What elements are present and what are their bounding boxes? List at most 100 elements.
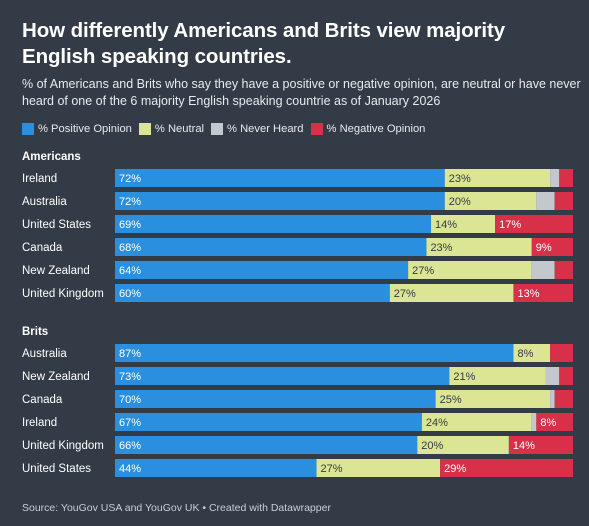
- legend-label-negative: % Negative Opinion: [326, 123, 426, 135]
- row-label-brits-canada: Canada: [22, 394, 63, 406]
- row-label-americans-new-zealand: New Zealand: [22, 265, 90, 277]
- bar-americans-united-kingdom-positive: [115, 284, 390, 302]
- chart-title: How differently Americans and Brits view…: [22, 19, 506, 68]
- data-label-americans-canada-neutral: 23%: [430, 242, 452, 254]
- bar-americans-australia-neutral: [444, 192, 537, 210]
- bar-brits-united-states-negative: [440, 459, 573, 477]
- data-label-americans-united-kingdom-positive: 60%: [119, 288, 141, 300]
- data-label-brits-ireland-positive: 67%: [119, 417, 141, 429]
- data-label-brits-united-kingdom-neutral: 20%: [421, 440, 443, 452]
- row-label-americans-canada: Canada: [22, 242, 63, 254]
- row-label-brits-australia: Australia: [22, 348, 67, 360]
- data-label-brits-australia-neutral: 8%: [517, 348, 533, 360]
- data-label-americans-canada-positive: 68%: [119, 242, 141, 254]
- bar-brits-australia-positive: [115, 344, 514, 362]
- bar-brits-canada-negative: [554, 390, 573, 408]
- data-label-brits-united-states-negative: 29%: [444, 463, 466, 475]
- source-note: Source: YouGov USA and YouGov UK • Creat…: [22, 502, 331, 514]
- row-label-brits-united-states: United States: [22, 463, 91, 475]
- bar-brits-canada-positive: [115, 390, 436, 408]
- data-label-americans-united-states-positive: 69%: [119, 219, 141, 231]
- bar-americans-united-states-positive: [115, 215, 432, 233]
- bar-americans-canada-neutral: [426, 238, 532, 256]
- legend-swatch-negative: [310, 123, 323, 135]
- bar-americans-ireland-negative: [559, 169, 573, 187]
- data-label-americans-australia-neutral: 20%: [449, 196, 471, 208]
- bar-americans-canada-positive: [115, 238, 427, 256]
- data-label-brits-canada-neutral: 25%: [440, 394, 462, 406]
- data-label-brits-united-states-positive: 44%: [119, 463, 141, 475]
- bar-brits-new-zealand-positive: [115, 367, 450, 385]
- row-label-americans-ireland: Ireland: [22, 173, 57, 185]
- bar-americans-ireland-never-heard: [550, 169, 560, 187]
- bar-brits-new-zealand-never-heard: [545, 367, 560, 385]
- data-label-americans-united-states-negative: 17%: [499, 219, 521, 231]
- data-label-americans-australia-positive: 72%: [119, 196, 141, 208]
- legend-label-never-heard: % Never Heard: [227, 123, 304, 135]
- row-label-brits-new-zealand: New Zealand: [22, 371, 90, 383]
- group-header-americans: Americans: [22, 151, 81, 163]
- bar-americans-new-zealand-neutral: [408, 261, 532, 279]
- data-label-americans-ireland-neutral: 23%: [449, 173, 471, 185]
- data-label-americans-canada-negative: 9%: [536, 242, 552, 254]
- bar-americans-australia-never-heard: [536, 192, 555, 210]
- bar-americans-new-zealand-positive: [115, 261, 409, 279]
- bar-americans-ireland-neutral: [444, 169, 551, 187]
- data-label-brits-ireland-negative: 8%: [540, 417, 556, 429]
- legend-item-never-heard: % Never Heard: [211, 123, 304, 135]
- bar-americans-australia-positive: [115, 192, 445, 210]
- bar-brits-australia-negative: [550, 344, 573, 362]
- bar-brits-new-zealand-negative: [559, 367, 573, 385]
- data-label-brits-ireland-neutral: 24%: [426, 417, 448, 429]
- bar-americans-ireland-positive: [115, 169, 445, 187]
- bar-americans-canada-negative: [531, 238, 573, 256]
- data-label-americans-united-states-neutral: 14%: [435, 219, 457, 231]
- legend-item-neutral: % Neutral: [138, 123, 205, 135]
- bar-americans-new-zealand-never-heard: [531, 261, 555, 279]
- bar-brits-united-states-neutral: [316, 459, 441, 477]
- bar-brits-ireland-never-heard: [531, 413, 537, 431]
- bar-brits-united-kingdom-positive: [115, 436, 418, 454]
- bar-brits-canada-never-heard: [550, 390, 555, 408]
- bar-brits-new-zealand-neutral: [449, 367, 546, 385]
- legend-swatch-neutral: [138, 123, 151, 135]
- bar-americans-australia-negative: [554, 192, 573, 210]
- data-label-americans-new-zealand-neutral: 27%: [412, 265, 434, 277]
- legend-label-neutral: % Neutral: [154, 123, 205, 135]
- data-label-americans-ireland-positive: 72%: [119, 173, 141, 185]
- row-label-americans-australia: Australia: [22, 196, 67, 208]
- legend-swatch-positive: [22, 123, 34, 135]
- data-label-brits-united-states-neutral: 27%: [321, 463, 343, 475]
- data-label-brits-new-zealand-neutral: 21%: [453, 371, 475, 383]
- bar-brits-canada-neutral: [435, 390, 551, 408]
- group-header-brits: Brits: [22, 326, 48, 338]
- data-label-brits-united-kingdom-positive: 66%: [119, 440, 141, 452]
- legend-swatch-never-heard: [211, 123, 224, 135]
- data-label-brits-new-zealand-positive: 73%: [119, 371, 141, 383]
- bar-brits-australia-neutral: [513, 344, 551, 362]
- bar-americans-united-states-neutral: [431, 215, 496, 233]
- legend-item-negative: % Negative Opinion: [310, 123, 426, 135]
- bar-americans-united-kingdom-negative: [513, 284, 573, 302]
- bar-brits-ireland-positive: [115, 413, 422, 431]
- legend: % Positive Opinion % Neutral % Never Hea…: [22, 122, 432, 136]
- bar-americans-united-states-negative: [495, 215, 573, 233]
- bar-brits-united-kingdom-neutral: [417, 436, 509, 454]
- data-label-brits-australia-positive: 87%: [119, 348, 141, 360]
- data-label-brits-united-kingdom-negative: 14%: [513, 440, 535, 452]
- data-label-americans-united-kingdom-negative: 13%: [517, 288, 539, 300]
- bar-brits-united-kingdom-negative: [508, 436, 573, 454]
- row-label-brits-united-kingdom: United Kingdom: [22, 440, 104, 452]
- bar-brits-ireland-negative: [536, 413, 573, 431]
- row-label-americans-united-kingdom: United Kingdom: [22, 288, 104, 300]
- legend-label-positive: % Positive Opinion: [38, 123, 132, 135]
- chart-subtitle: % of Americans and Brits who say they ha…: [22, 77, 581, 108]
- legend-item-positive: % Positive Opinion: [22, 123, 132, 135]
- bar-brits-ireland-neutral: [421, 413, 532, 431]
- data-label-americans-new-zealand-positive: 64%: [119, 265, 141, 277]
- row-label-brits-ireland: Ireland: [22, 417, 57, 429]
- data-label-brits-canada-positive: 70%: [119, 394, 141, 406]
- bar-americans-united-kingdom-neutral: [389, 284, 514, 302]
- bar-americans-new-zealand-negative: [554, 261, 573, 279]
